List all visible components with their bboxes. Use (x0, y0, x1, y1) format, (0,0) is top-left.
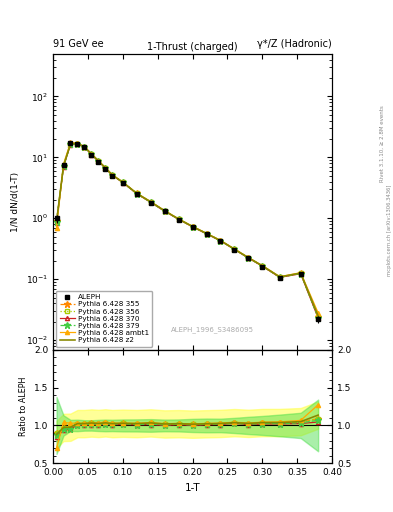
Text: γ*/Z (Hadronic): γ*/Z (Hadronic) (257, 38, 332, 49)
Legend: ALEPH, Pythia 6.428 355, Pythia 6.428 356, Pythia 6.428 370, Pythia 6.428 379, P: ALEPH, Pythia 6.428 355, Pythia 6.428 35… (56, 291, 152, 347)
Y-axis label: Ratio to ALEPH: Ratio to ALEPH (19, 377, 28, 436)
Text: Rivet 3.1.10, ≥ 2.8M events: Rivet 3.1.10, ≥ 2.8M events (380, 105, 384, 182)
X-axis label: 1-T: 1-T (185, 483, 200, 493)
Title: 1-Thrust (charged): 1-Thrust (charged) (147, 41, 238, 52)
Text: ALEPH_1996_S3486095: ALEPH_1996_S3486095 (171, 327, 253, 333)
Text: mcplots.cern.ch [arXiv:1306.3436]: mcplots.cern.ch [arXiv:1306.3436] (387, 185, 392, 276)
Text: 91 GeV ee: 91 GeV ee (53, 38, 104, 49)
Y-axis label: 1/N dN/d(1-T): 1/N dN/d(1-T) (11, 172, 20, 232)
